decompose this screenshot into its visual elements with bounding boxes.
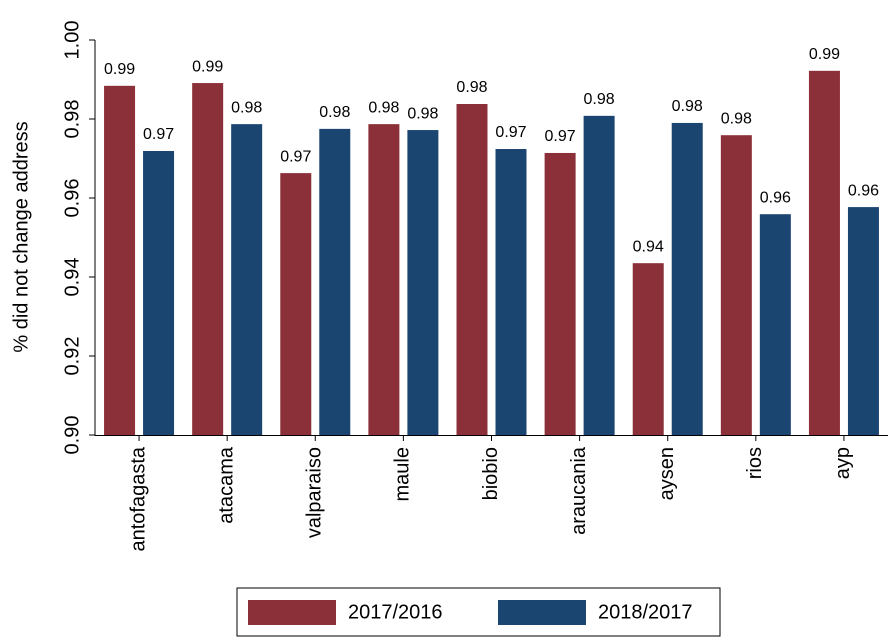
bar	[847, 207, 879, 435]
bar	[583, 115, 615, 435]
legend-swatch	[498, 600, 586, 625]
value-label: 0.97	[495, 124, 526, 141]
value-label: 0.98	[319, 104, 350, 121]
value-label: 0.98	[584, 91, 615, 108]
value-label: 0.98	[456, 79, 487, 96]
bar	[495, 149, 527, 435]
bar	[632, 263, 664, 435]
bar	[720, 135, 752, 435]
bar	[808, 70, 840, 435]
value-label: 0.98	[721, 110, 752, 127]
bar	[671, 122, 703, 435]
value-label: 0.99	[809, 46, 840, 63]
bar	[407, 130, 439, 435]
x-tick-label: antofagasta	[127, 446, 149, 551]
value-label: 0.96	[848, 182, 879, 199]
bar	[104, 85, 136, 435]
value-label: 0.96	[760, 189, 791, 206]
x-tick-label: biobio	[480, 447, 502, 500]
value-label: 0.94	[633, 238, 664, 255]
y-tick-label: 0.94	[61, 258, 83, 297]
value-label: 0.98	[231, 99, 262, 116]
x-tick-label: aysen	[656, 447, 678, 500]
y-tick-label: 1.00	[61, 21, 83, 60]
y-tick-label: 0.92	[61, 337, 83, 376]
x-tick-label: rios	[744, 447, 766, 479]
value-label: 0.99	[104, 61, 135, 78]
legend-swatch	[248, 600, 336, 625]
bar	[280, 173, 312, 436]
value-label: 0.97	[545, 128, 576, 145]
bar	[544, 152, 576, 435]
x-tick-label: atacama	[215, 446, 237, 524]
y-tick-label: 0.96	[61, 179, 83, 218]
bar	[143, 150, 175, 435]
value-label: 0.99	[192, 58, 223, 75]
x-tick-label: maule	[392, 447, 414, 501]
legend-box	[236, 587, 721, 637]
value-label: 0.98	[407, 105, 438, 122]
value-label: 0.97	[280, 148, 311, 165]
bar	[192, 83, 224, 436]
legend-label: 2017/2016	[348, 601, 443, 623]
bar	[759, 214, 791, 435]
value-label: 0.98	[368, 99, 399, 116]
bar	[456, 103, 488, 436]
y-tick-label: 0.98	[61, 100, 83, 139]
value-label: 0.98	[672, 98, 703, 115]
x-tick-label: araucania	[568, 446, 590, 535]
bar	[368, 124, 400, 435]
x-tick-label: valparaiso	[304, 447, 326, 538]
x-tick-label: ayp	[832, 447, 854, 479]
y-tick-label: 0.90	[61, 416, 83, 455]
y-axis-label: % did not change address	[10, 121, 32, 352]
bar	[319, 128, 351, 435]
bar	[231, 124, 263, 435]
value-label: 0.97	[143, 126, 174, 143]
legend-label: 2018/2017	[598, 601, 693, 623]
